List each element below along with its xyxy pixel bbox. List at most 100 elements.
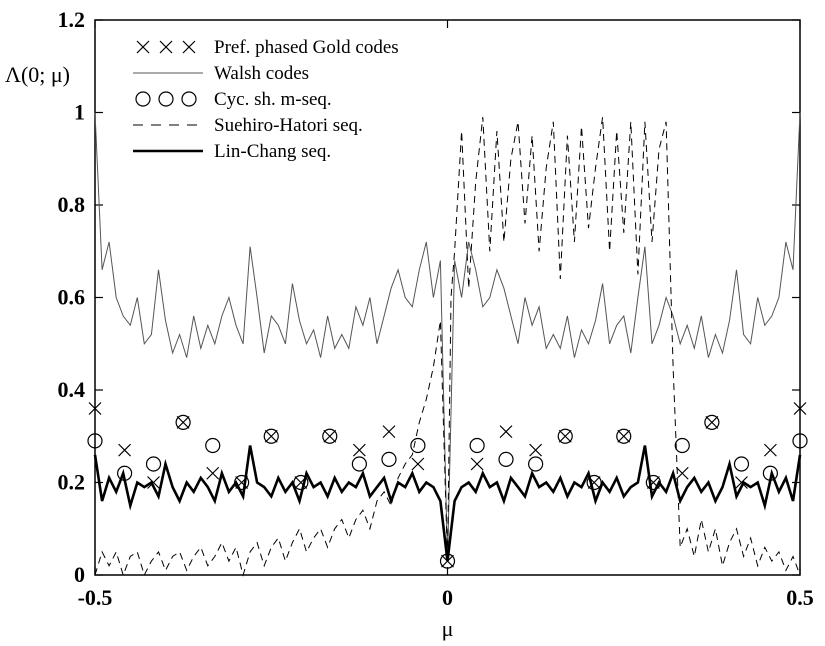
legend-symbol: [136, 40, 196, 54]
gold-code-point: [705, 415, 719, 429]
cross-stroke: [411, 457, 425, 471]
cross-stroke: [352, 443, 366, 457]
y-tick-label: 1: [74, 100, 85, 125]
cross-stroke: [176, 415, 190, 429]
m-seq-point: [87, 433, 103, 449]
legend-label: Pref. phased Gold codes: [214, 37, 399, 58]
legend-label: Cyc. sh. m-seq.: [214, 89, 332, 110]
legend-label: Suehiro-Hatori seq.: [214, 115, 363, 136]
gold-code-point: [118, 443, 132, 457]
series-walsh-codes: [94, 112, 801, 562]
plot-frame: [94, 19, 801, 576]
legend-circle: [158, 91, 174, 107]
gold-code-point: [147, 476, 160, 489]
gold-code-point: [470, 457, 484, 471]
cross-stroke: [617, 429, 631, 443]
x-tick-label: -0.5: [78, 585, 113, 610]
cross-stroke: [558, 429, 572, 443]
legend-label: Lin-Chang seq.: [214, 141, 331, 162]
cross-stroke: [529, 443, 543, 457]
cross-stroke: [470, 457, 484, 471]
series-suehiro-hatori-seq: [94, 117, 801, 577]
gold-code-point: [411, 457, 425, 471]
legend-circle: [181, 91, 197, 107]
y-tick-label: 0.4: [58, 377, 86, 402]
x-axis-label: μ: [442, 616, 454, 641]
m-seq-point: [469, 437, 485, 454]
gold-code-point: [735, 476, 748, 489]
gold-code-point: [499, 425, 513, 439]
cross-stroke: [323, 429, 337, 443]
m-seq-point: [351, 456, 367, 472]
cross-stroke: [587, 476, 601, 489]
m-seq-point: [145, 456, 162, 472]
cross-stroke: [159, 40, 173, 54]
cross-stroke: [206, 466, 220, 480]
legend: Pref. phased Gold codes Walsh codes Cyc. s…: [133, 37, 399, 162]
legend-label: Walsh codes: [214, 63, 309, 84]
y-tick-label: 1.2: [58, 7, 86, 32]
m-seq-point: [205, 437, 221, 454]
y-axis-label: Λ(0; μ): [5, 62, 70, 87]
legend-cross: [182, 40, 196, 54]
legend-symbol: [135, 91, 197, 107]
gold-code-point: [264, 429, 278, 443]
gold-code-point: [617, 429, 631, 443]
m-seq-point: [704, 414, 720, 430]
series-layer: [87, 112, 808, 577]
y-tick-label: 0: [74, 562, 85, 587]
lin-chang-line: [93, 445, 802, 562]
gold-code-point: [382, 425, 396, 439]
cross-stroke: [499, 425, 513, 439]
m-seq-point: [557, 428, 573, 444]
m-seq-point: [410, 437, 426, 454]
cross-stroke: [735, 476, 748, 489]
gold-code-point: [323, 429, 337, 443]
cross-stroke: [147, 476, 160, 489]
legend-cross: [136, 40, 150, 54]
m-seq-point: [586, 474, 602, 491]
cross-stroke: [705, 415, 719, 429]
legend-cross: [159, 40, 173, 54]
m-seq-point: [175, 414, 191, 430]
legend-circle: [135, 91, 151, 107]
series-pref-phased-gold-codes: [88, 402, 807, 568]
gold-code-point: [675, 466, 689, 480]
gold-code-point: [352, 443, 366, 457]
m-seq-point: [322, 428, 338, 444]
gold-code-point: [206, 466, 220, 480]
m-seq-point: [498, 451, 514, 467]
series-lin-chang-seq: [93, 445, 802, 562]
gold-code-point: [88, 402, 102, 415]
x-tick-label: 0: [442, 585, 453, 610]
gold-code-point: [176, 415, 190, 429]
cross-stroke: [88, 402, 102, 415]
m-seq-point: [293, 474, 309, 491]
cross-stroke: [675, 466, 689, 480]
cross-stroke: [118, 443, 132, 457]
m-seq-point: [263, 428, 279, 444]
y-tick-label: 0.2: [58, 470, 86, 495]
gold-code-point: [558, 429, 572, 443]
m-seq-point: [528, 456, 544, 472]
walsh-line: [94, 112, 801, 562]
m-seq-point: [616, 428, 632, 444]
m-seq-point: [381, 451, 397, 467]
gold-code-point: [793, 402, 807, 415]
cross-stroke: [182, 40, 196, 54]
m-seq-point: [674, 437, 690, 454]
cross-stroke: [264, 429, 278, 443]
cross-stroke: [763, 443, 777, 457]
axes: 00.20.40.60.811.2-0.5 0 0.5: [58, 7, 814, 610]
suehiro-hatori-line: [94, 117, 801, 577]
gold-code-point: [529, 443, 543, 457]
m-seq-point: [792, 433, 808, 449]
cross-stroke: [793, 402, 807, 415]
cross-stroke: [382, 425, 396, 439]
cross-stroke: [136, 40, 150, 54]
m-seq-point: [733, 456, 750, 472]
y-tick-label: 0.8: [58, 192, 86, 217]
x-tick-label: 0.5: [786, 585, 814, 610]
gold-code-point: [763, 443, 777, 457]
